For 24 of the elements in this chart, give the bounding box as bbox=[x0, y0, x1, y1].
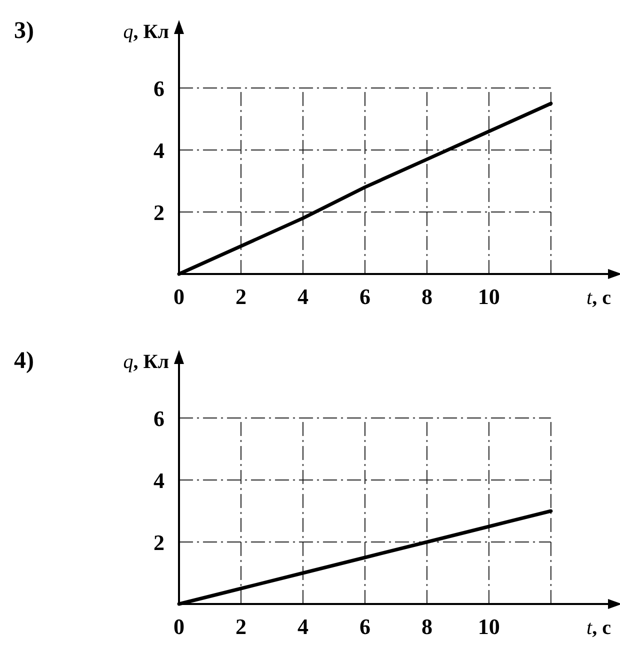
x-tick-label: 4 bbox=[297, 614, 308, 639]
x-tick-label: 0 bbox=[174, 284, 184, 309]
y-tick-label: 2 bbox=[154, 530, 164, 555]
x-tick-label: 0 bbox=[174, 614, 184, 639]
x-tick-label: 4 bbox=[297, 284, 308, 309]
x-tick-label: 8 bbox=[421, 284, 432, 309]
y-tick-label: 6 bbox=[154, 406, 164, 431]
y-tick-label: 4 bbox=[154, 138, 164, 163]
y-axis-title: q, Кл bbox=[123, 351, 169, 373]
y-axis-title: q, Кл bbox=[123, 21, 169, 43]
x-tick-label: 8 bbox=[421, 614, 432, 639]
x-tick-label: 10 bbox=[478, 614, 500, 639]
x-tick-label: 6 bbox=[359, 614, 370, 639]
x-tick-label: 2 bbox=[235, 614, 246, 639]
y-tick-label: 6 bbox=[154, 76, 164, 101]
x-tick-label: 10 bbox=[478, 284, 500, 309]
x-axis-title: t, с bbox=[586, 287, 612, 309]
chart-title: 4) bbox=[14, 348, 34, 374]
y-tick-label: 2 bbox=[154, 200, 164, 225]
y-tick-label: 4 bbox=[154, 468, 164, 493]
x-tick-label: 2 bbox=[235, 284, 246, 309]
chart-title: 3) bbox=[14, 18, 34, 44]
x-tick-label: 6 bbox=[359, 284, 370, 309]
x-axis-title: t, с bbox=[586, 617, 612, 639]
